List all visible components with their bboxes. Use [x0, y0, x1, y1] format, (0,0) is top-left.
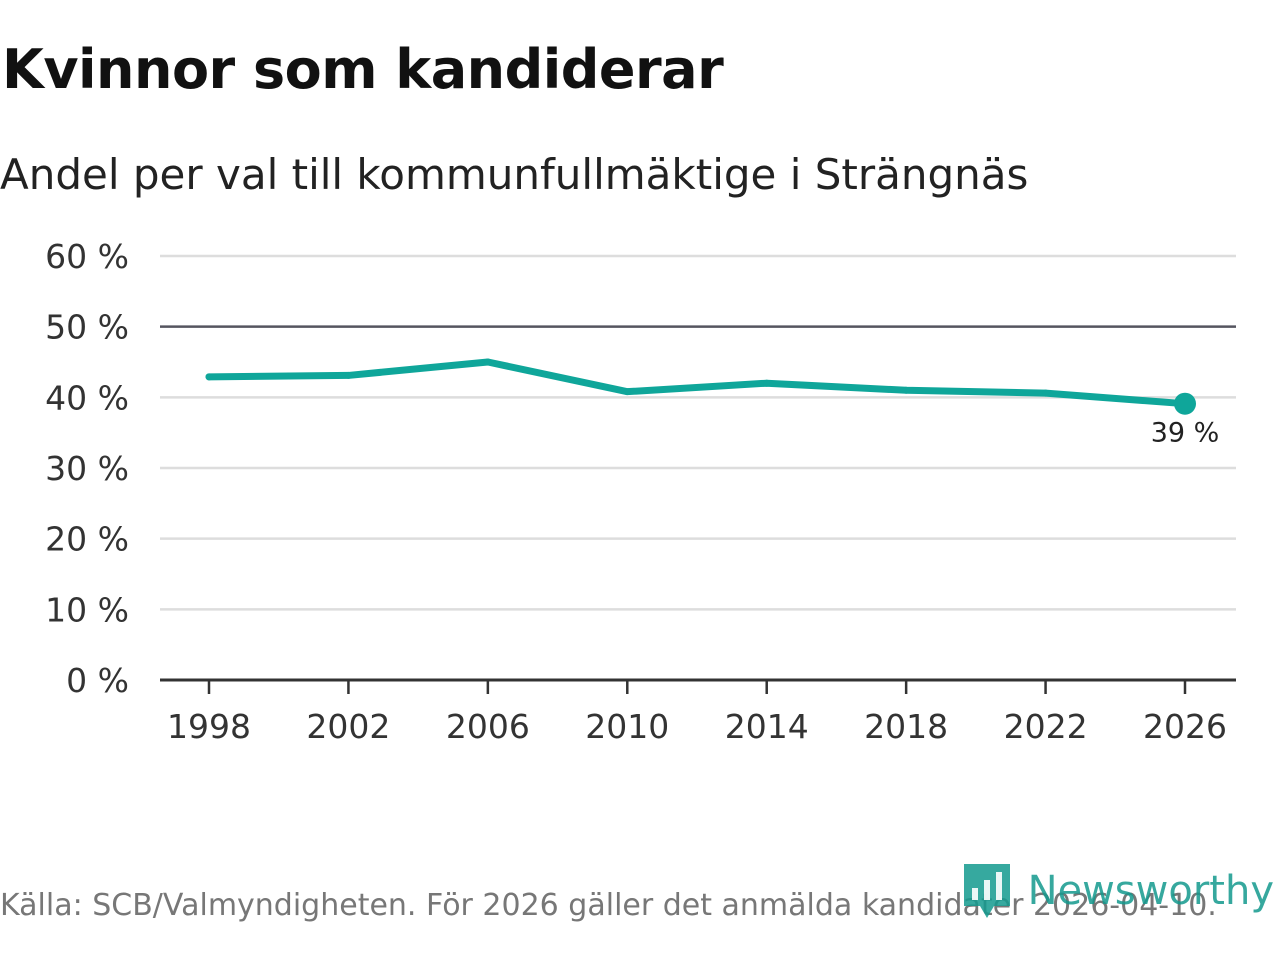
data-point	[623, 388, 631, 396]
source-note: Källa: SCB/Valmyndigheten. För 2026 gäll…	[0, 888, 1217, 923]
data-label-last: 39 %	[1151, 418, 1220, 449]
x-tick-label: 2014	[725, 707, 809, 746]
y-tick-label: 30 %	[45, 449, 129, 488]
chart-title: Kvinnor som kandiderar	[2, 38, 724, 101]
brand-name: Newsworthy	[1027, 868, 1274, 914]
x-tick-label: 2010	[585, 707, 669, 746]
chart-subtitle: Andel per val till kommunfullmäktige i S…	[0, 150, 1029, 199]
data-point	[344, 371, 352, 379]
series-line	[205, 358, 1189, 408]
x-tick-label: 1998	[167, 707, 251, 746]
y-tick-label: 60 %	[45, 237, 129, 276]
y-tick-label: 50 %	[45, 308, 129, 347]
x-tick-label: 2022	[1004, 707, 1088, 746]
data-point	[763, 379, 771, 387]
x-tick-label: 2006	[446, 707, 530, 746]
y-tick-label: 20 %	[45, 520, 129, 559]
last-data-point	[1174, 392, 1196, 415]
x-tick-label: 2002	[306, 707, 390, 746]
x-tick-label: 2026	[1143, 707, 1227, 746]
x-tick-label: 2018	[864, 707, 948, 746]
data-point	[205, 373, 213, 381]
data-point	[484, 358, 492, 366]
data-point	[1042, 389, 1050, 397]
y-tick-label: 0 %	[66, 661, 129, 700]
y-tick-label: 10 %	[45, 590, 129, 629]
brand-logo: Newsworthy	[962, 862, 1274, 920]
bar-chart-logo-icon	[963, 864, 1010, 918]
y-tick-label: 40 %	[45, 378, 129, 417]
data-point	[902, 386, 910, 394]
